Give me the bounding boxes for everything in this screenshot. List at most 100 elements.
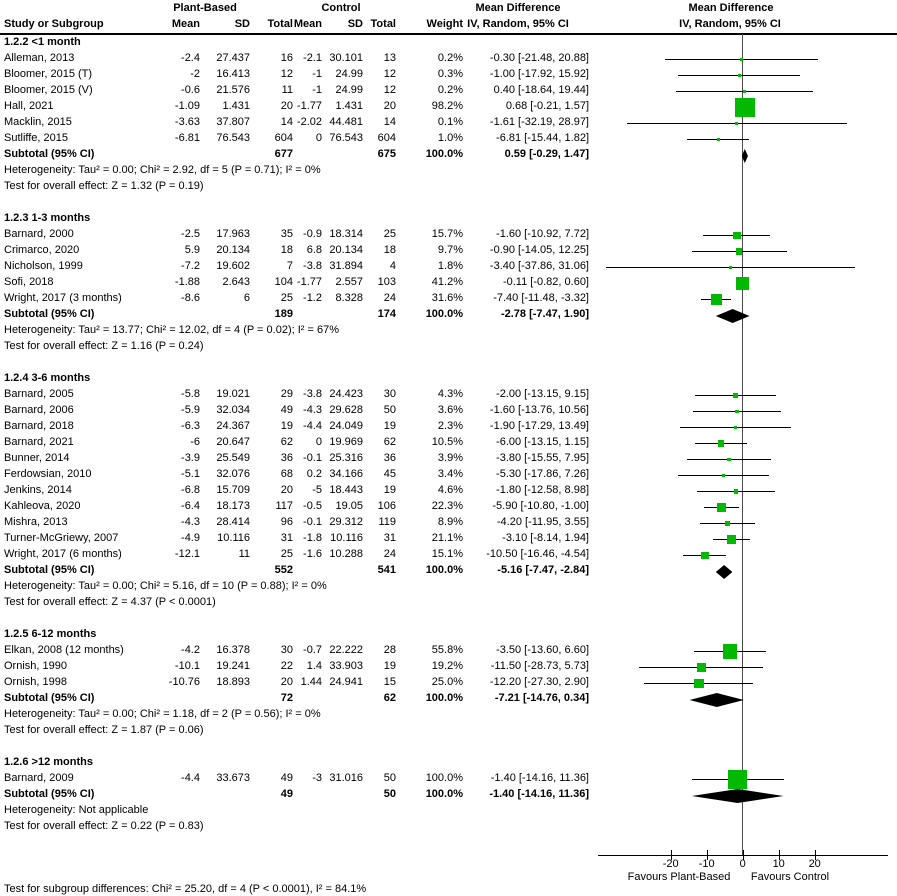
study-name: Barnard, 2005 [4,388,74,400]
study-name: Sofi, 2018 [4,276,54,288]
header-separator-line [0,33,897,35]
effect-square-marker [721,473,726,478]
pb-sd: 20.134 [216,244,250,256]
md-ci-text: -3.80 [-15.55, 7.95] [496,452,589,464]
pb-mean: -7.2 [181,260,200,272]
study-row: Elkan, 2008 (12 months) -4.2 16.378 30 -0.7 2… [0,644,897,660]
pb-mean: -8.6 [181,292,200,304]
heterogeneity-text: Heterogeneity: Tau² = 13.77; Chi² = 12.0… [4,324,339,336]
pb-mean: -5.9 [181,404,200,416]
pb-mean: -2.4 [181,52,200,64]
weight: 8.9% [437,516,463,528]
axis-tick [742,850,744,860]
study-row: Alleman, 2013 -2.4 27.437 16 -2.1 30.101 13 0.2… [0,52,897,68]
md-ci-text: -1.90 [-17.29, 13.49] [489,420,589,432]
heterogeneity-text: Heterogeneity: Tau² = 0.00; Chi² = 2.92,… [4,164,321,176]
study-name: Hall, 2021 [4,100,54,112]
c-mean: -4.4 [303,420,322,432]
c-mean: 6.8 [306,244,322,256]
group-label: 1.2.3 1-3 months [4,212,91,224]
study-name: Turner-McGriewy, 2007 [4,532,119,544]
md-ci-text: -1.40 [-14.16, 11.36] [490,772,589,784]
pb-mean: -1.09 [174,100,200,112]
study-name: Bloomer, 2015 (V) [4,84,93,96]
md-ci-text: -3.50 [-13.60, 6.60] [496,644,589,656]
effect-test-text: Test for overall effect: Z = 1.32 (P = 0… [4,180,204,192]
c-mean: -0.1 [303,452,322,464]
effect-square-marker [733,393,738,398]
weight-column-header: Weight [426,18,463,30]
pb-mean: -6.81 [174,132,200,144]
study-row: Nicholson, 1999 -7.2 19.602 7 -3.8 31.894 4 1.8… [0,260,897,276]
study-name: Wright, 2017 (6 months) [4,548,122,560]
subtotal-weight: 100.0% [425,148,463,160]
c-total: 13 [383,52,396,64]
effect-square-marker [693,678,704,689]
pb-total: 604 [274,132,293,144]
pb-total: 25 [280,292,293,304]
study-row: Bloomer, 2015 (V) -0.6 21.576 11 -1 24.99 12 0.… [0,84,897,100]
pb-sd: 2.643 [222,276,250,288]
ci-plot-column-header: IV, Random, 95% CI [679,18,781,30]
subtotal-weight: 100.0% [425,564,463,576]
c-total-column-header: Total [370,18,396,30]
c-mean: -0.1 [303,516,322,528]
pb-sd: 18.893 [216,676,250,688]
pb-mean: -6.8 [181,484,200,496]
group-label: 1.2.5 6-12 months [4,628,97,640]
effect-square-marker [735,122,739,125]
c-sd: 31.016 [329,772,363,784]
subtotal-label: Subtotal (95% CI) [4,148,95,160]
weight: 9.7% [437,244,463,256]
c-sd: 24.99 [335,84,363,96]
c-mean: 1.4 [306,660,322,672]
effect-square-marker [727,457,731,462]
axis-tick [778,850,780,860]
c-total: 106 [377,500,396,512]
pb-total: 96 [280,516,293,528]
c-total: 103 [377,276,396,288]
effect-square-marker [735,409,739,414]
subtotal-md-ci-text: -2.78 [-7.47, 1.90] [500,308,589,320]
pb-total: 68 [280,468,293,480]
c-total: 50 [383,404,396,416]
weight: 15.1% [431,548,463,560]
group-header-row: 1.2.4 3-6 months [0,372,897,388]
c-total: 19 [383,484,396,496]
pb-total: 22 [280,660,293,672]
c-total: 119 [378,516,396,528]
study-row: Barnard, 2018 -6.3 24.367 19 -4.4 24.049 19 2.3… [0,420,897,436]
heterogeneity-row: Heterogeneity: Tau² = 13.77; Chi² = 12.0… [0,324,897,340]
effect-square-marker [735,97,755,118]
study-name: Barnard, 2006 [4,404,74,416]
c-mean: -3.8 [303,388,322,400]
pb-total: 30 [280,644,293,656]
c-sd: 25.316 [329,452,363,464]
md-ci-text: -12.20 [-27.30, 2.90] [489,676,589,688]
axis-tick [814,850,816,860]
pb-total: 14 [280,116,293,128]
md-ci-text: -6.81 [-15.44, 1.82] [496,132,589,144]
group-label: 1.2.4 3-6 months [4,372,91,384]
group-header-row: 1.2.5 6-12 months [0,628,897,644]
pb-sd: 27.437 [216,52,250,64]
study-name: Nicholson, 1999 [4,260,83,272]
study-name: Bloomer, 2015 (T) [4,68,93,80]
study-row: Turner-McGriewy, 2007 -4.9 10.116 31 -1.8 10.… [0,532,897,548]
md-ci-text: -4.20 [-11.95, 3.55] [496,516,589,528]
control-group-header: Control [321,2,361,14]
study-name: Ornish, 1990 [4,660,67,672]
c-mean: -2.1 [303,52,322,64]
c-total: 28 [383,644,396,656]
heterogeneity-row: Heterogeneity: Tau² = 0.00; Chi² = 2.92,… [0,164,897,180]
c-total: 36 [383,452,396,464]
pb-sd: 25.549 [216,452,250,464]
effect-square-marker [722,644,738,659]
study-row: Sofi, 2018 -1.88 2.643 104 -1.77 2.557 103 41.2… [0,276,897,292]
weight: 2.3% [437,420,463,432]
heterogeneity-text: Heterogeneity: Tau² = 0.00; Chi² = 5.16,… [4,580,327,592]
pb-mean: -5.1 [181,468,200,480]
pb-sd: 21.576 [216,84,250,96]
c-sd: 44.481 [329,116,363,128]
md-ci-text: -1.00 [-17.92, 15.92] [489,68,589,80]
